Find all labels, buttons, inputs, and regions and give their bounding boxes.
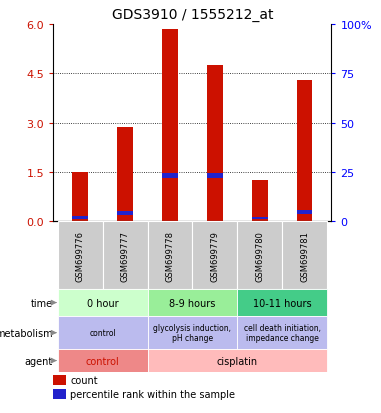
Bar — [252, 180, 267, 222]
Bar — [207, 173, 223, 178]
Bar — [72, 173, 88, 222]
Text: GSM699781: GSM699781 — [300, 230, 309, 281]
Bar — [162, 173, 178, 178]
Bar — [147, 222, 192, 289]
Text: cell death initiation,
impedance change: cell death initiation, impedance change — [243, 323, 321, 342]
Bar — [72, 216, 88, 219]
Text: cisplatin: cisplatin — [217, 356, 258, 366]
Bar — [297, 211, 312, 214]
Text: count: count — [70, 375, 98, 385]
Bar — [58, 349, 147, 372]
Text: 8-9 hours: 8-9 hours — [169, 298, 216, 308]
Bar — [53, 389, 66, 399]
Bar — [58, 222, 103, 289]
Bar — [237, 222, 282, 289]
Text: GSM699780: GSM699780 — [255, 230, 264, 281]
Bar — [237, 289, 327, 316]
Text: glycolysis induction,
pH change: glycolysis induction, pH change — [154, 323, 231, 342]
Bar — [207, 66, 223, 222]
Title: GDS3910 / 1555212_at: GDS3910 / 1555212_at — [112, 8, 273, 22]
Text: GSM699776: GSM699776 — [76, 230, 85, 281]
Bar — [58, 316, 147, 349]
Bar — [162, 30, 178, 222]
Bar — [103, 222, 147, 289]
Bar — [58, 289, 147, 316]
Bar — [117, 128, 133, 222]
Bar — [147, 349, 327, 372]
Bar — [147, 316, 237, 349]
Text: GSM699778: GSM699778 — [165, 230, 174, 281]
Bar — [53, 375, 66, 385]
Text: control: control — [86, 356, 120, 366]
Text: 0 hour: 0 hour — [87, 298, 118, 308]
Text: control: control — [89, 328, 116, 337]
Text: agent: agent — [24, 356, 53, 366]
Bar — [117, 212, 133, 216]
Bar — [192, 222, 237, 289]
Bar — [147, 289, 237, 316]
Text: 10-11 hours: 10-11 hours — [253, 298, 311, 308]
Text: time: time — [30, 298, 53, 308]
Text: GSM699777: GSM699777 — [121, 230, 130, 281]
Bar — [297, 81, 312, 222]
Bar — [282, 222, 327, 289]
Bar — [237, 316, 327, 349]
Text: metabolism: metabolism — [0, 328, 53, 338]
Text: percentile rank within the sample: percentile rank within the sample — [70, 389, 235, 399]
Text: GSM699779: GSM699779 — [210, 230, 219, 281]
Bar — [252, 217, 267, 220]
